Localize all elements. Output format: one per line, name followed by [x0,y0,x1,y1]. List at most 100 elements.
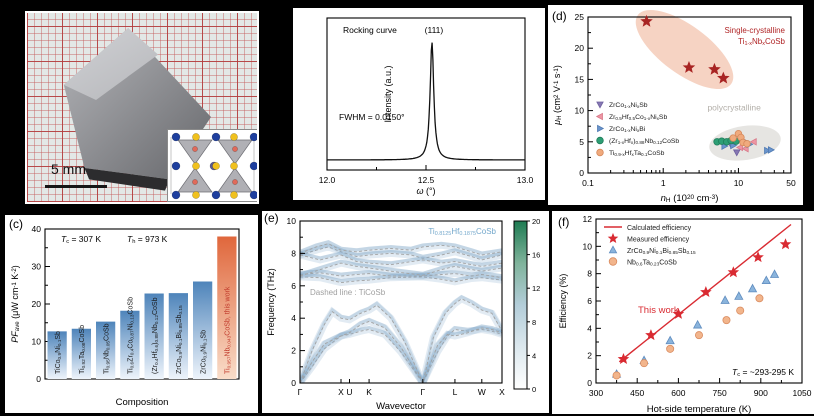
svg-text:8: 8 [587,269,592,279]
svg-text:16: 16 [532,251,540,260]
svg-text:FWHM = 0.0150°: FWHM = 0.0150° [339,112,405,122]
svg-text:12: 12 [532,284,540,293]
svg-text:K: K [366,387,372,397]
svg-text:Wavevector: Wavevector [376,401,426,412]
svg-text:Dashed line : TiCoSb: Dashed line : TiCoSb [310,288,386,297]
scale-bar [45,185,107,188]
svg-text:Efficiency (%): Efficiency (%) [558,274,568,329]
svg-text:Single-crystalline: Single-crystalline [725,26,786,35]
svg-text:Ti0.95Nb0.05CoSb: Ti0.95Nb0.05CoSb [103,323,111,374]
svg-text:(Zr1-xHfx)0.88Nb0.12CoSb: (Zr1-xHfx)0.88Nb0.12CoSb [609,138,679,145]
rocking-curve-chart: 12.0 12.5 13.0 Rocking curve (111) FWHM = 0.0… [319,17,534,196]
svg-text:12.0: 12.0 [319,175,336,185]
svg-text:μH (cm2 V-1 s-1): μH (cm2 V-1 s-1) [552,65,563,126]
svg-text:Tc = ~293-295 K: Tc = ~293-295 K [732,367,794,378]
svg-text:10: 10 [583,241,593,251]
svg-text:5: 5 [579,137,584,147]
svg-text:Ti0.6Zr0.4Co0.87Ni0.13CoSb: Ti0.6Zr0.4Co0.87Ni0.13CoSb [128,297,136,374]
svg-text:12: 12 [583,214,593,224]
svg-text:20: 20 [32,299,42,309]
svg-text:10: 10 [32,337,42,347]
svg-text:W: W [478,387,486,397]
svg-text:X: X [499,387,505,397]
svg-text:20: 20 [575,43,585,53]
svg-text:(111): (111) [425,25,444,35]
svg-text:600: 600 [671,388,685,398]
svg-text:20: 20 [532,217,540,226]
svg-text:2: 2 [291,346,296,356]
svg-text:450: 450 [630,388,644,398]
svg-text:0: 0 [532,385,536,394]
panel-label-e: (e) [264,211,279,225]
svg-text:Ti0.957Nb0.043CoSb, this work: Ti0.957Nb0.043CoSb, this work [225,286,233,374]
svg-text:polycrystalline: polycrystalline [707,103,761,113]
svg-text:nH (1020 cm-3): nH (1020 cm-3) [661,193,719,204]
svg-text:6: 6 [291,281,296,291]
svg-text:Γ: Γ [298,387,303,397]
svg-text:X: X [338,387,344,397]
mobility-chart: 0.1 1 10 50 0 5 10 15 20 25 ZrCo1-xNixSb Zr0.5Hf0.5… [552,9,796,204]
svg-text:6: 6 [587,296,592,306]
svg-text:30: 30 [32,262,42,272]
panel-label-c: (c) [9,217,23,231]
panel-label-d: (d) [552,9,567,23]
svg-text:4: 4 [587,323,592,333]
svg-text:PFave (μW cm-1 K-2): PFave (μW cm-1 K-2) [10,265,21,342]
svg-text:50: 50 [786,178,796,188]
svg-text:10: 10 [575,106,585,116]
svg-text:10: 10 [287,216,297,226]
svg-text:This work: This work [638,305,679,316]
svg-text:40: 40 [32,224,42,234]
panel-efficiency: (f) 300 450 600 750 900 1050 0 2 4 6 8 10 12 Calculat… [552,211,814,415]
svg-text:Ti1-xNbxCoSb: Ti1-xNbxCoSb [738,37,785,47]
svg-text:Hot-side temperature (K): Hot-side temperature (K) [647,404,752,414]
svg-text:Ti0.9-xHfxTa0.1CoSb: Ti0.9-xHfxTa0.1CoSb [609,150,665,157]
svg-text:Composition: Composition [116,397,169,408]
svg-text:U: U [346,387,352,397]
svg-text:Tc = 307 K: Tc = 307 K [61,234,101,245]
svg-text:Nb0.6Ta0.23CoSb: Nb0.6Ta0.23CoSb [627,260,677,268]
svg-text:TiCo0.9Ni0.1Sb: TiCo0.9Ni0.1Sb [55,331,63,374]
svg-text:1: 1 [661,178,666,188]
svg-text:13.0: 13.0 [517,175,534,185]
svg-text:Measured efficiency: Measured efficiency [627,237,690,244]
panel-crystal-photo: 5 mm [25,11,259,204]
power-factor-chart: 0 10 20 30 40 TiCo0.9Ni0.1Sb Ti0.92Ta0.08CoSb T… [10,224,240,408]
svg-text:0: 0 [291,378,296,388]
svg-text:L: L [453,387,458,397]
efficiency-chart: 300 450 600 750 900 1050 0 2 4 6 8 10 12 Calculated e… [558,214,812,415]
panel-mobility: (d) 0.1 1 10 50 0 5 10 15 20 25 ZrCo1-xNixSb Zr0.5H… [548,5,803,205]
svg-text:0: 0 [587,378,592,388]
svg-text:Rocking curve: Rocking curve [343,25,397,35]
svg-text:750: 750 [713,388,727,398]
svg-text:ZrCo1-xNixBi: ZrCo1-xNixBi [609,126,646,133]
svg-text:ZrCo0.9Ni0.1Bi0.85Sb0.15: ZrCo0.9Ni0.1Bi0.85Sb0.15 [176,305,184,374]
svg-text:Γ: Γ [420,387,425,397]
svg-text:Zr0.5Hf0.5Co1-xNixSb: Zr0.5Hf0.5Co1-xNixSb [609,114,667,121]
panel-power-factor: (c) 0 10 20 30 40 TiCo0.9Ni0.1Sb Ti0.92Ta0.08C… [5,215,258,413]
svg-text:15: 15 [575,74,585,84]
crystal-structure-inset [167,129,257,202]
svg-text:0.1: 0.1 [582,178,594,188]
svg-text:Ti0.92Ta0.08CoSb: Ti0.92Ta0.08CoSb [79,325,87,374]
svg-text:Th = 973 K: Th = 973 K [127,234,168,245]
svg-text:2: 2 [587,351,592,361]
scale-bar-label: 5 mm [51,161,86,177]
panel-rocking-curve: 12.0 12.5 13.0 Rocking curve (111) FWHM = 0.0… [293,8,545,200]
svg-text:Frequency (THz): Frequency (THz) [266,268,276,336]
svg-text:0: 0 [36,374,41,384]
panel-label-f: (f) [558,215,570,229]
svg-text:0: 0 [579,168,584,178]
svg-text:8: 8 [291,248,296,258]
crystal-structure-svg [168,130,257,201]
svg-text:12.5: 12.5 [418,175,435,185]
svg-text:Intensity (a.u.): Intensity (a.u.) [383,65,393,122]
svg-text:ZrCo0.9Ni0.1Bi0.85Sb0.15: ZrCo0.9Ni0.1Bi0.85Sb0.15 [627,248,696,256]
svg-text:ω (°): ω (°) [416,186,435,196]
svg-text:900: 900 [754,388,768,398]
panel-phonon: (e) 0 2 4 6 8 10 Γ X U K Γ L W X Ti0.8125Hf0.1875CoSb D… [262,211,549,413]
svg-text:4: 4 [532,351,536,360]
svg-text:25: 25 [575,12,585,22]
